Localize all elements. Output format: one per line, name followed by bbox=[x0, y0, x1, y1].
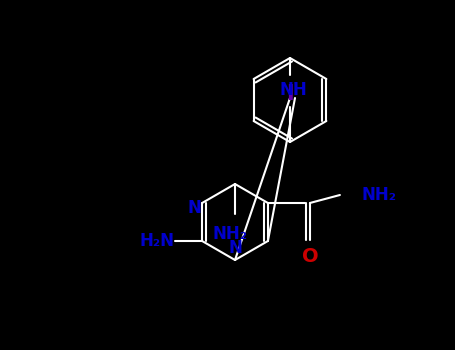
Text: NH₂: NH₂ bbox=[212, 225, 248, 243]
Text: O: O bbox=[302, 247, 318, 266]
Text: N: N bbox=[228, 239, 242, 257]
Text: H₂N: H₂N bbox=[140, 232, 175, 250]
Text: I: I bbox=[286, 84, 294, 104]
Text: N: N bbox=[187, 199, 201, 217]
Text: NH₂: NH₂ bbox=[362, 186, 397, 204]
Text: NH: NH bbox=[279, 81, 307, 99]
